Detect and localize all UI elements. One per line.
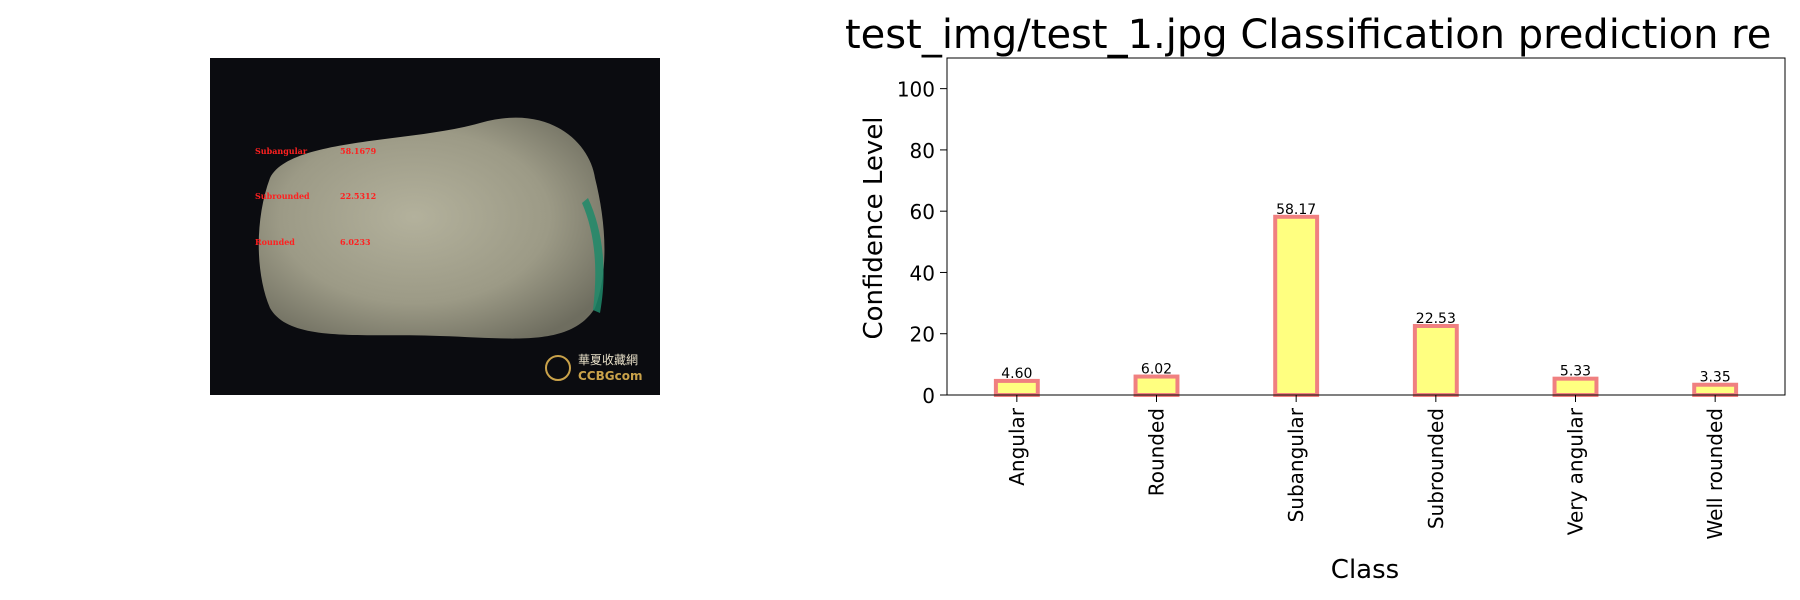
watermark-en: CCBGcom — [578, 369, 642, 383]
y-tick-label-5: 100 — [897, 78, 935, 102]
y-tick-label-4: 80 — [910, 139, 935, 163]
overlay-value-1: 58.1679 — [340, 146, 377, 156]
rock-photo: Subangular 58.1679 Subrounded 22.5312 Ro… — [210, 58, 660, 395]
bar-value-label-1: 6.02 — [1141, 362, 1172, 378]
bar-5 — [1692, 382, 1739, 397]
bar-value-label-4: 5.33 — [1560, 364, 1591, 380]
x-tick-label-4: Very angular — [1564, 407, 1588, 535]
chart-title: test_img/test_1.jpg Classification predi… — [845, 12, 1771, 58]
watermark: 華夏收藏網 CCBGcom — [545, 353, 642, 383]
y-tick-label-0: 0 — [922, 384, 935, 408]
y-tick-label-2: 40 — [910, 261, 935, 285]
rock-image: Subangular 58.1679 Subrounded 22.5312 Ro… — [210, 58, 660, 395]
y-tick-label-3: 60 — [910, 200, 935, 224]
watermark-cn: 華夏收藏網 — [578, 353, 638, 367]
overlay-label-1: Subangular — [255, 146, 308, 156]
bar-1 — [1133, 374, 1180, 398]
overlay-value-3: 6.0233 — [340, 237, 371, 247]
green-edge — [582, 198, 604, 313]
y-axis-label: Confidence Level — [859, 116, 889, 339]
x-tick-label-2: Subangular — [1284, 407, 1308, 522]
bar-value-label-5: 3.35 — [1700, 370, 1731, 386]
rock-shape — [258, 117, 605, 339]
x-tick-label-0: Angular — [1005, 407, 1029, 486]
plot-frame — [946, 57, 1786, 396]
x-tick-label-3: Subrounded — [1424, 408, 1448, 529]
overlay-value-2: 22.5312 — [340, 191, 376, 201]
bar-value-label-2: 58.17 — [1276, 202, 1316, 218]
overlay-label-2: Subrounded — [255, 191, 310, 201]
bar-value-label-0: 4.60 — [1001, 366, 1032, 382]
x-tick-label-5: Well rounded — [1703, 408, 1727, 539]
bar-4 — [1552, 376, 1599, 397]
bar-2 — [1273, 214, 1320, 397]
bar-value-label-3: 22.53 — [1416, 311, 1456, 327]
bar-0 — [993, 378, 1040, 398]
x-axis-label: Class — [1331, 555, 1399, 585]
overlay-label-3: Rounded — [255, 237, 295, 247]
plot-area: 0 20 40 60 80 100 4.60 Angular 6.02 Rounded 58.17 S… — [897, 57, 1786, 539]
bar-3 — [1412, 323, 1459, 398]
x-tick-label-1: Rounded — [1145, 408, 1169, 496]
y-tick-label-1: 20 — [910, 323, 935, 347]
